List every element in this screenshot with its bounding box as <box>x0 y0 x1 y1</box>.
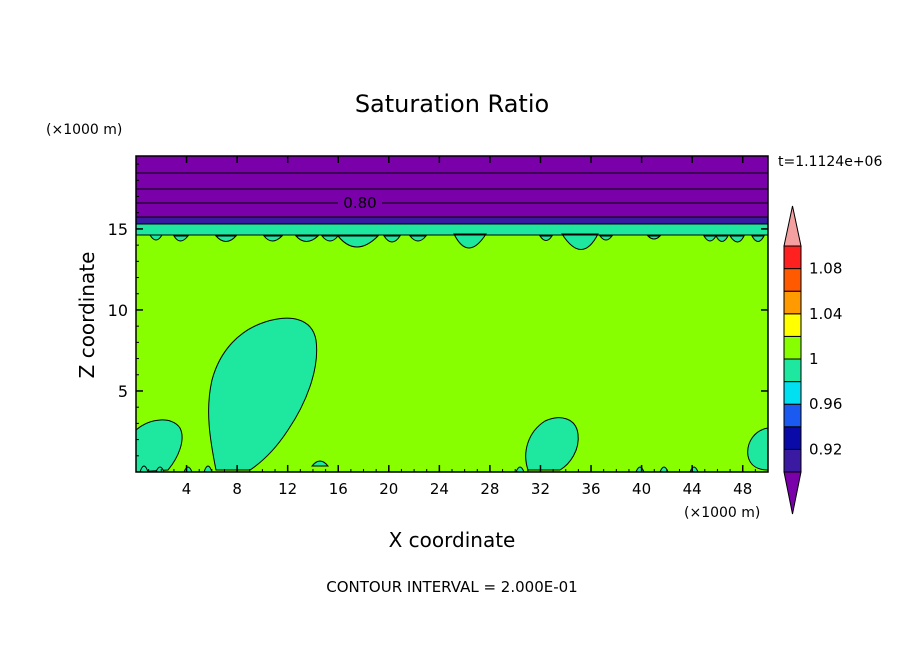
colorbar: 0.92 0.96 1 1.04 1.08 <box>783 205 842 515</box>
colorbar-segment <box>783 403 802 428</box>
colorbar-segment <box>783 313 802 337</box>
x-tick-label: 32 <box>531 480 550 498</box>
y-tick-label: 10 <box>108 301 128 320</box>
colorbar-over-triangle <box>783 205 802 247</box>
colorbar-segment <box>783 426 802 450</box>
region-thin-band <box>136 217 768 224</box>
x-tick-label: 48 <box>733 480 752 498</box>
z-unit-label: (×1000 m) <box>46 122 122 138</box>
colorbar-label: 0.96 <box>809 395 842 413</box>
x-axis-label: X coordinate <box>389 528 516 552</box>
colorbar-label: 1.08 <box>809 260 842 278</box>
chart-title: Saturation Ratio <box>355 90 549 118</box>
region-near-saturated-band <box>136 224 768 235</box>
colorbar-segment <box>783 448 802 473</box>
x-tick-label: 24 <box>430 480 449 498</box>
region-plume-mid <box>525 417 579 471</box>
region-plume-right-edge <box>747 427 768 471</box>
colorbar-segment <box>783 268 802 292</box>
x-axis-ticks: 4 8 12 16 20 24 28 32 36 40 44 48 <box>148 156 756 498</box>
y-tick-label: 5 <box>118 382 128 401</box>
y-axis-ticks: 5 10 15 <box>108 163 768 457</box>
x-tick-label: 40 <box>632 480 651 498</box>
time-label: t=1.1124e+06 <box>778 154 882 170</box>
band-drip-features <box>149 233 765 250</box>
y-tick-label: 15 <box>108 220 128 239</box>
x-unit-label: (×1000 m) <box>684 505 760 521</box>
colorbar-segment <box>783 381 802 405</box>
contour-lines <box>136 172 768 236</box>
region-plume-left-edge <box>136 419 183 472</box>
x-tick-label: 12 <box>278 480 297 498</box>
colorbar-segment <box>783 245 802 270</box>
x-tick-label: 16 <box>329 480 348 498</box>
colorbar-label: 1.04 <box>809 305 842 323</box>
colorbar-segment <box>783 358 802 383</box>
y-axis-label: Z coordinate <box>75 252 99 379</box>
colorbar-label: 1 <box>809 350 819 368</box>
colorbar-segment <box>783 290 802 315</box>
x-tick-label: 28 <box>480 480 499 498</box>
x-tick-label: 36 <box>581 480 600 498</box>
region-plume-main <box>208 317 318 471</box>
colorbar-segment <box>783 335 802 360</box>
x-tick-label: 44 <box>683 480 702 498</box>
colorbar-under-triangle <box>783 471 802 515</box>
region-upper-layer <box>136 156 768 218</box>
colorbar-label: 0.92 <box>809 440 842 458</box>
x-tick-label: 20 <box>379 480 398 498</box>
x-tick-label: 4 <box>182 480 192 498</box>
contour-interval-footer: CONTOUR INTERVAL = 2.000E-01 <box>326 578 577 596</box>
contour-value-label: 0.80 <box>343 194 376 212</box>
x-tick-label: 8 <box>232 480 242 498</box>
